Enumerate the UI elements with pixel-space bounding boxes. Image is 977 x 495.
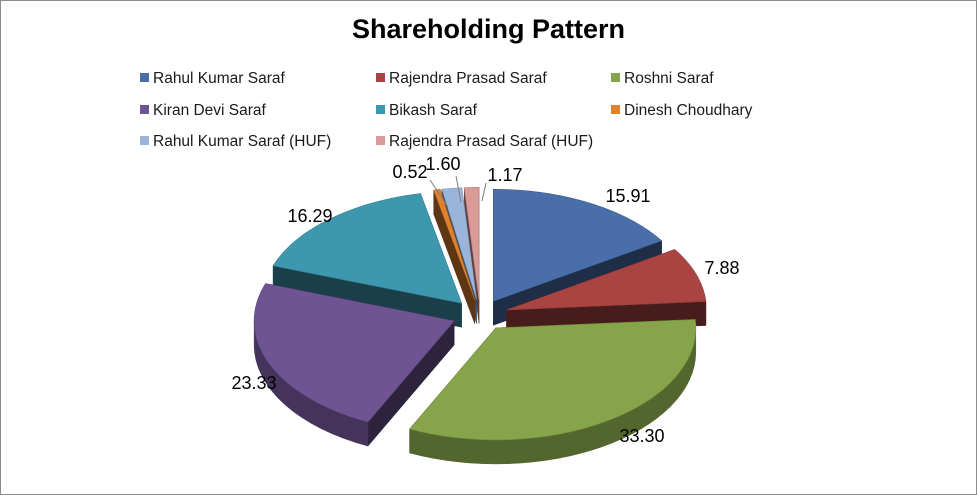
- data-label: 7.88: [704, 258, 739, 278]
- pie-slice-bikash-saraf: [272, 193, 463, 304]
- data-label: 0.52: [392, 162, 427, 182]
- legend-swatch: [376, 136, 385, 145]
- chart-title: Shareholding Pattern: [351, 14, 626, 44]
- data-label: 1.17: [487, 165, 522, 185]
- legend-item-bikash-saraf: Bikash Saraf: [376, 102, 477, 120]
- data-label: 15.91: [605, 186, 650, 206]
- legend-label: Rajendra Prasad Saraf: [389, 70, 547, 87]
- legend-swatch: [611, 105, 620, 114]
- pie-slice-kiran-devi-saraf: [253, 283, 455, 423]
- legend-label: Kiran Devi Saraf: [153, 102, 266, 119]
- legend-swatch: [376, 105, 385, 114]
- legend-swatch: [140, 73, 149, 82]
- data-label: 16.29: [287, 206, 332, 226]
- leader-line: [455, 175, 462, 203]
- legend-item-rahul-kumar-saraf-huf: Rahul Kumar Saraf (HUF): [140, 133, 331, 151]
- legend-swatch: [376, 73, 385, 82]
- legend-swatch: [140, 136, 149, 145]
- pie-slice-rahul-kumar-saraf-huf: [441, 187, 477, 300]
- leader-line: [429, 179, 449, 208]
- pie-slice-roshni-saraf: [409, 319, 697, 441]
- legend-item-rajendra-prasad-saraf-huf: Rajendra Prasad Saraf (HUF): [376, 133, 593, 151]
- legend-item-dinesh-choudhary: Dinesh Choudhary: [611, 102, 752, 120]
- legend-label: Rahul Kumar Saraf (HUF): [153, 133, 332, 150]
- pie-value-labels: 15.91 7.88 33.30 23.33 16.29 0.521.60 1.17: [231, 154, 739, 446]
- data-label: 23.33: [231, 373, 276, 393]
- legend-item-kiran-devi-saraf: Kiran Devi Saraf: [140, 102, 266, 120]
- pie-slice-rajendra-prasad-saraf-huf: [463, 187, 480, 300]
- data-label: 33.30: [619, 426, 664, 446]
- legend-item-rajendra-prasad-saraf: Rajendra Prasad Saraf: [376, 70, 547, 88]
- legend-swatch: [611, 73, 620, 82]
- data-label: 1.60: [425, 154, 460, 174]
- pie-slice-rahul-kumar-saraf: [493, 188, 663, 302]
- pie-slice-rajendra-prasad-saraf: [506, 249, 707, 311]
- legend-label: Roshni Saraf: [624, 70, 714, 87]
- legend-label: Rajendra Prasad Saraf (HUF): [389, 133, 594, 150]
- pie-leader-lines: [429, 175, 487, 208]
- legend-item-roshni-saraf: Roshni Saraf: [611, 70, 714, 88]
- legend-label: Dinesh Choudhary: [624, 102, 753, 119]
- legend-swatch: [140, 105, 149, 114]
- legend-label: Bikash Saraf: [389, 102, 477, 119]
- pie-tops: [253, 187, 707, 441]
- legend-label: Rahul Kumar Saraf: [153, 70, 285, 87]
- leader-line: [481, 182, 487, 202]
- legend-item-rahul-kumar-saraf: Rahul Kumar Saraf: [140, 70, 285, 88]
